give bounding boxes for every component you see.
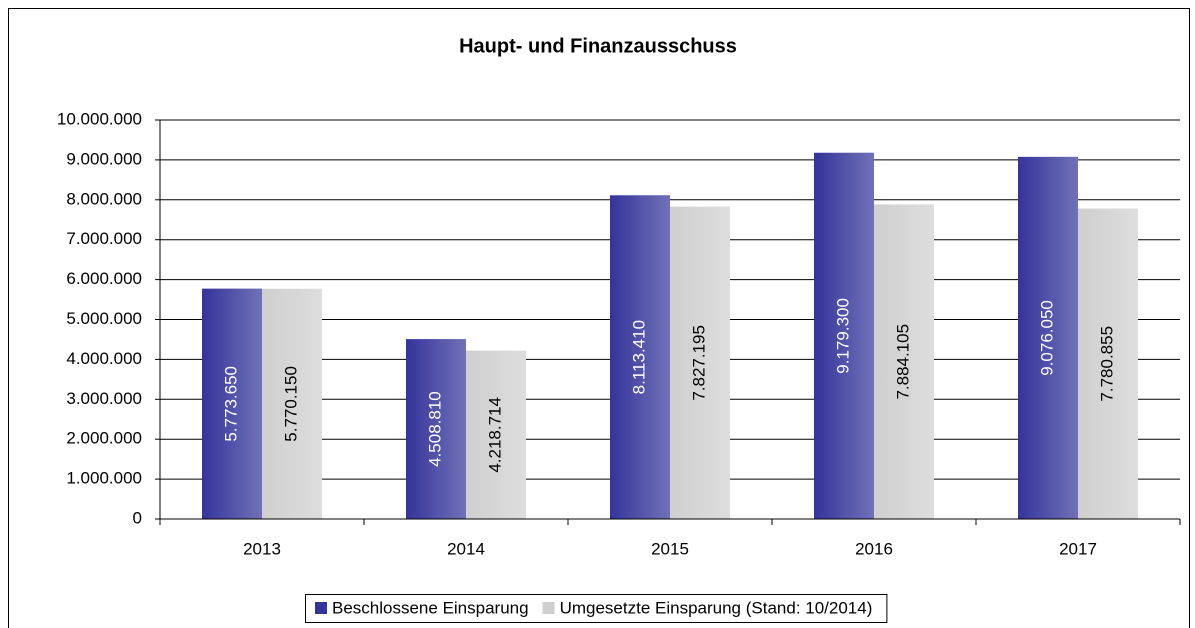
x-tick-label: 2017 <box>1059 539 1097 558</box>
y-tick-label: 0 <box>133 508 142 527</box>
data-label: 4.218.714 <box>485 397 504 473</box>
y-tick-label: 8.000.000 <box>66 189 142 208</box>
y-tick-label: 6.000.000 <box>66 269 142 288</box>
chart-border <box>8 8 1190 628</box>
y-tick-label: 2.000.000 <box>66 429 142 448</box>
bar-shine <box>466 350 526 519</box>
data-label: 4.508.810 <box>425 391 444 467</box>
y-tick-label: 5.000.000 <box>66 309 142 328</box>
bar-shine <box>670 206 730 519</box>
bar-shine <box>202 288 262 519</box>
data-label: 7.827.195 <box>689 325 708 401</box>
chart-title: Haupt- und Finanzausschuss <box>459 35 737 57</box>
data-label: 8.113.410 <box>629 320 648 394</box>
legend-box <box>305 594 888 623</box>
bar-shine <box>874 204 934 520</box>
bar-shine <box>814 152 874 520</box>
data-label: 9.076.050 <box>1037 300 1056 376</box>
legend-label: Beschlossene Einsparung <box>332 598 529 617</box>
data-label: 5.770.150 <box>281 366 300 442</box>
y-tick-label: 9.000.000 <box>66 149 142 168</box>
legend-swatch <box>542 602 555 614</box>
y-tick-label: 7.000.000 <box>66 229 142 248</box>
x-tick-label: 2013 <box>243 539 281 558</box>
data-label: 5.773.650 <box>221 366 240 442</box>
y-tick-label: 1.000.000 <box>66 469 142 488</box>
legend-swatch <box>315 602 327 614</box>
bar-shine <box>1018 156 1078 519</box>
bar-shine <box>262 288 322 519</box>
x-tick-label: 2014 <box>447 539 485 558</box>
data-label: 9.179.300 <box>833 298 852 374</box>
data-label: 7.884.105 <box>893 324 912 400</box>
y-tick-label: 10.000.000 <box>57 109 142 128</box>
bar-shine <box>406 339 466 519</box>
legend-label: Umgesetzte Einsparung (Stand: 10/2014) <box>560 598 873 617</box>
x-tick-label: 2015 <box>651 539 689 558</box>
bar-shine <box>610 195 670 519</box>
y-tick-label: 4.000.000 <box>66 349 142 368</box>
bar-shine <box>1078 208 1138 519</box>
data-label: 7.780.855 <box>1097 326 1116 402</box>
x-tick-label: 2016 <box>855 539 893 558</box>
y-tick-label: 3.000.000 <box>66 389 142 408</box>
